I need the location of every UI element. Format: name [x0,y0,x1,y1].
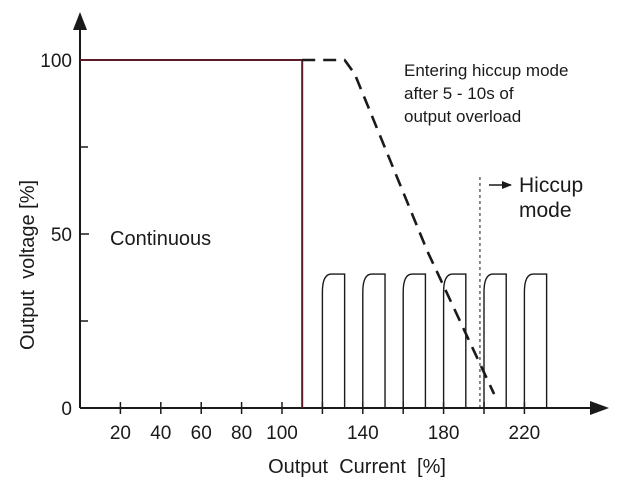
x-axis-arrow [590,401,609,415]
x-axis-title: Output Current [%] [268,456,446,478]
y-tick-label: 100 [40,51,72,72]
fold-back-curve [302,58,496,395]
hiccup-pulse [402,273,427,408]
hiccup-label-line-1: Hiccup [519,174,583,197]
y-axis-arrow [73,12,87,30]
continuous-label: Continuous [110,228,211,250]
y-tick-label: 0 [61,399,72,420]
x-tick-label: 80 [231,423,252,444]
x-tick-label: 60 [191,423,212,444]
x-tick-label: 20 [110,423,131,444]
hiccup-pulse [321,273,346,408]
x-tick-label: 40 [150,423,171,444]
x-tick-label: 180 [428,423,460,444]
series-layer [80,58,496,408]
y-tick-label: 50 [51,225,72,246]
x-tick-label: 220 [509,423,541,444]
x-tick-label: 100 [266,423,298,444]
hiccup-pulse [523,273,548,408]
hiccup-label-line-2: mode [519,199,572,222]
entering-line-3: output overload [404,107,521,126]
y-ticks: 0 50 100 [40,51,89,420]
hiccup-pulses [321,174,548,408]
y-axis-title: Output voltage [%] [17,180,39,350]
x-tick-label: 140 [347,423,379,444]
hiccup-pulse [442,273,467,408]
hiccup-pulse [483,273,507,408]
entering-line-2: after 5 - 10s of [404,84,514,103]
entering-line-1: Entering hiccup mode [404,61,568,80]
x-ticks: 20 40 60 80 100 140 180 220 [110,402,540,444]
hiccup-pulse [362,273,386,408]
